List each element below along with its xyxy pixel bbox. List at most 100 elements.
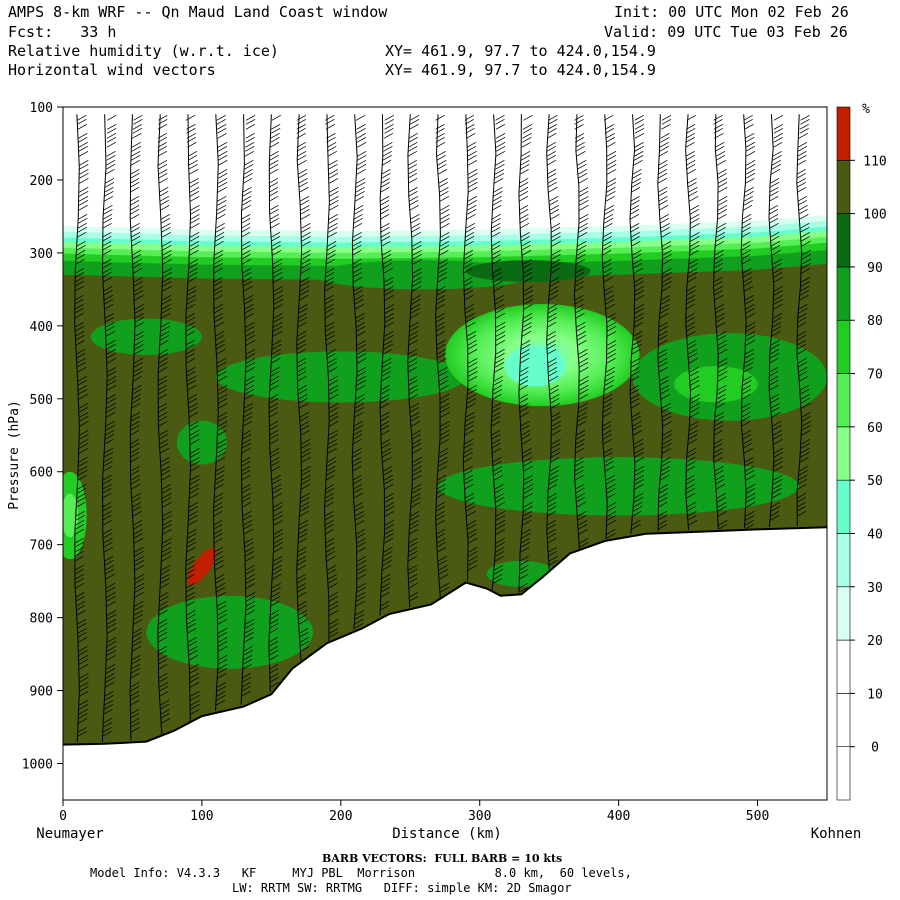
y-tick-label: 700 <box>30 539 53 554</box>
barb-feathers <box>74 114 89 737</box>
rh-supersat-spot <box>187 548 217 586</box>
colorbar-bin <box>836 746 851 801</box>
barb-column <box>685 114 700 531</box>
barb-staff <box>518 114 525 593</box>
rh-patch-low <box>146 595 314 669</box>
barb-feathers <box>157 114 172 724</box>
barb-column <box>268 114 284 693</box>
barb-staff <box>379 114 386 616</box>
barb-column <box>601 114 617 540</box>
valid-time: Valid: 09 UTC Tue 03 Feb 26 <box>604 23 848 41</box>
barb-column <box>740 114 756 530</box>
barb-feathers <box>240 114 256 697</box>
x-end-label: Kohnen <box>811 826 862 842</box>
colorbar-label: 50 <box>867 474 883 489</box>
model-info-2: LW: RRTM SW: RRTMG DIFF: simple KM: 2D S… <box>232 881 572 895</box>
colorbar-bin <box>836 426 851 481</box>
barb-feathers <box>296 114 311 652</box>
rh-patch-lower-left <box>176 420 227 465</box>
barb-feathers <box>268 114 284 688</box>
colorbar-bin <box>836 266 851 321</box>
barb-column <box>712 114 728 530</box>
y-tick-label: 900 <box>30 685 53 700</box>
y-tick-label: 1000 <box>22 758 53 773</box>
colorbar-bin <box>836 639 851 694</box>
barb-staff <box>212 114 219 711</box>
barb-column <box>185 114 200 722</box>
y-tick-label: 200 <box>30 174 53 189</box>
barb-column <box>573 114 589 550</box>
field-1-name: Relative humidity (w.r.t. ice) <box>8 42 279 60</box>
colorbar-label: 10 <box>867 687 883 702</box>
xy-range-2: XY= 461.9, 97.7 to 424.0,154.9 <box>385 61 656 79</box>
colorbar-label: 110 <box>863 154 886 169</box>
barb-feathers <box>129 114 145 733</box>
y-tick-label: 600 <box>30 466 53 481</box>
xy-range-1: XY= 461.9, 97.7 to 424.0,154.9 <box>385 42 656 60</box>
barb-column <box>629 114 645 535</box>
header-title: AMPS 8-km WRF -- Qn Maud Land Coast wind… <box>8 3 388 21</box>
init-time: Init: 00 UTC Mon 02 Feb 26 <box>614 3 849 21</box>
rh-patch-left-core <box>63 493 79 538</box>
x-tick-label: 100 <box>190 809 213 824</box>
colorbar-label: 0 <box>871 741 879 756</box>
x-tick-label: 0 <box>59 809 67 824</box>
barb-column <box>323 114 339 642</box>
barb-staff <box>435 114 441 599</box>
barb-column <box>74 114 89 743</box>
barb-column <box>490 114 506 591</box>
barb-feathers <box>657 114 672 530</box>
barb-feathers <box>324 114 339 638</box>
colorbar-bin <box>836 319 851 374</box>
y-tick-label: 300 <box>30 247 53 262</box>
colorbar-bin <box>836 479 851 534</box>
colorbar-bin <box>836 586 851 641</box>
barb-column <box>462 114 478 581</box>
barb-staff <box>657 114 664 532</box>
colorbar-bin <box>836 373 851 428</box>
colorbar-bin <box>836 160 851 214</box>
colorbar-label: 40 <box>867 527 883 542</box>
colorbar-bin <box>836 213 851 268</box>
barb-staff <box>546 114 552 570</box>
wind-barbs <box>74 114 811 743</box>
colorbar-bin <box>836 533 851 588</box>
barb-staff <box>573 114 580 550</box>
barb-column <box>296 114 311 662</box>
barb-feathers <box>518 114 534 593</box>
colorbar-bin <box>836 106 851 161</box>
barb-column <box>546 114 561 570</box>
colorbar-label: 80 <box>867 314 883 329</box>
barb-column <box>768 114 784 527</box>
colorbar-label: 60 <box>867 421 883 436</box>
barb-column <box>101 114 117 742</box>
x-tick-label: 500 <box>746 809 769 824</box>
forecast-hour: Fcst: 33 h <box>8 23 117 41</box>
barb-staff <box>268 114 275 693</box>
barb-feathers <box>685 114 700 526</box>
x-start-label: Neumayer <box>36 826 103 842</box>
terrain-mask <box>63 527 827 800</box>
barb-column <box>212 114 228 711</box>
barb-feathers <box>102 114 117 737</box>
barb-feathers <box>379 114 395 611</box>
colorbar-label: 70 <box>867 368 883 383</box>
barb-feathers <box>435 114 450 593</box>
colorbar-label: 30 <box>867 581 883 596</box>
colorbar-label: 20 <box>867 634 883 649</box>
rh-field <box>63 215 827 800</box>
rh-patch-right-core <box>674 365 758 403</box>
colorbar-unit: % <box>862 102 870 117</box>
barb-staff <box>157 114 164 735</box>
barb-feathers <box>213 114 228 706</box>
y-tick-label: 100 <box>30 101 53 116</box>
barb-feathers <box>713 114 728 530</box>
x-axis: 0 100 200 300 400 500 <box>59 800 769 824</box>
barb-column <box>657 114 672 532</box>
barb-feathers <box>490 114 506 584</box>
barb-feathers <box>602 114 617 539</box>
x-tick-label: 400 <box>607 809 630 824</box>
barb-feathers <box>796 114 811 517</box>
barb-feathers <box>768 114 784 521</box>
rh-patch-low-right <box>438 457 800 516</box>
